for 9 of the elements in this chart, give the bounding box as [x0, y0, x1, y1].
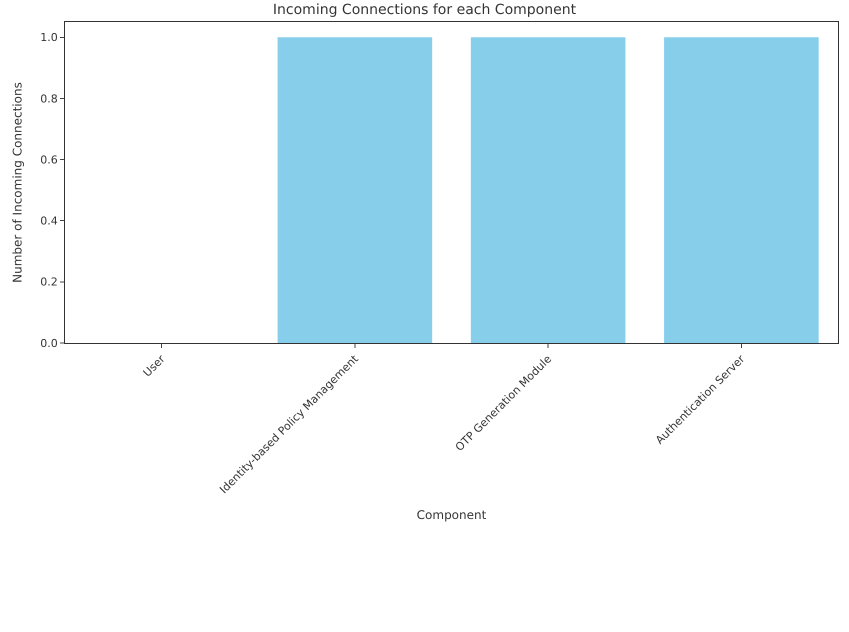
- y-axis-title: Number of Incoming Connections: [10, 82, 25, 283]
- y-tick-label: 1.0: [40, 31, 58, 44]
- y-tick-label: 0.0: [40, 336, 58, 350]
- y-tick-label: 0.6: [40, 153, 58, 166]
- y-tick-label: 0.2: [40, 276, 58, 289]
- chart-title: Incoming Connections for each Component: [272, 2, 577, 18]
- y-tick-label: 0.4: [40, 214, 58, 228]
- y-tick-label: 0.8: [40, 92, 58, 106]
- x-axis-title: Component: [416, 508, 487, 522]
